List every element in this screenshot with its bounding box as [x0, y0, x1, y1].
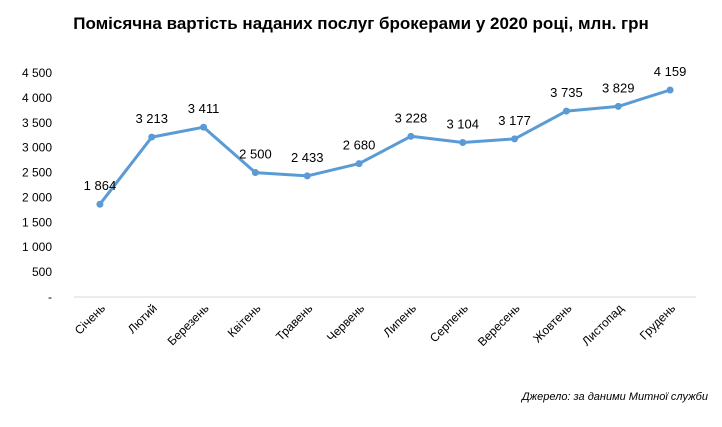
- x-tick-label: Березень: [165, 301, 212, 348]
- data-label: 3 829: [602, 80, 635, 95]
- x-tick-label: Липень: [380, 301, 419, 340]
- data-point: [614, 102, 622, 110]
- data-point: [251, 169, 259, 177]
- data-point: [148, 133, 156, 141]
- y-tick-label: 1 500: [22, 215, 52, 229]
- data-label: 3 735: [550, 85, 583, 100]
- chart-title: Помісячна вартість наданих послуг брокер…: [73, 14, 649, 33]
- data-point: [511, 135, 519, 143]
- data-point: [303, 172, 311, 180]
- x-tick-label: Червень: [324, 301, 367, 344]
- x-tick-label: Серпень: [427, 301, 471, 345]
- x-tick-label: Квітень: [225, 301, 264, 340]
- data-point: [200, 123, 208, 131]
- x-tick-label: Вересень: [475, 301, 523, 349]
- data-label: 3 411: [188, 101, 220, 116]
- x-tick-label: Січень: [72, 301, 108, 337]
- data-label: 3 177: [498, 113, 531, 128]
- data-point: [96, 200, 104, 208]
- data-label: 3 104: [446, 116, 479, 131]
- y-tick-label: 4 000: [22, 91, 52, 105]
- series-line: [98, 88, 672, 206]
- data-label: 3 228: [395, 110, 428, 125]
- source-note: Джерело: за даними Митної служби: [521, 391, 708, 403]
- data-point: [355, 160, 363, 168]
- y-tick-label: 2 500: [22, 166, 52, 180]
- x-tick-label: Травень: [273, 301, 315, 343]
- x-tick-label: Грудень: [637, 301, 678, 342]
- y-tick-label: 3 000: [22, 141, 52, 155]
- y-tick-label: 500: [32, 265, 52, 279]
- x-tick-label: Листопад: [579, 301, 626, 348]
- data-label: 3 213: [135, 111, 168, 126]
- data-label: 2 680: [343, 138, 376, 153]
- y-tick-label: 4 500: [22, 66, 52, 80]
- data-label: 2 433: [291, 150, 324, 165]
- y-tick-label: 1 000: [22, 240, 52, 254]
- data-point: [459, 138, 467, 146]
- data-label: 2 500: [239, 147, 272, 162]
- x-tick-label: Жовтень: [530, 301, 574, 345]
- data-point: [407, 132, 415, 140]
- x-tick-label: Лютий: [125, 301, 160, 336]
- data-label: 1 864: [84, 178, 117, 193]
- y-tick-label: 3 500: [22, 116, 52, 130]
- y-tick-label: 2 000: [22, 190, 52, 204]
- data-point: [666, 86, 674, 94]
- data-label: 4 159: [654, 64, 687, 79]
- y-tick-label: -: [48, 290, 52, 304]
- data-point: [562, 107, 570, 115]
